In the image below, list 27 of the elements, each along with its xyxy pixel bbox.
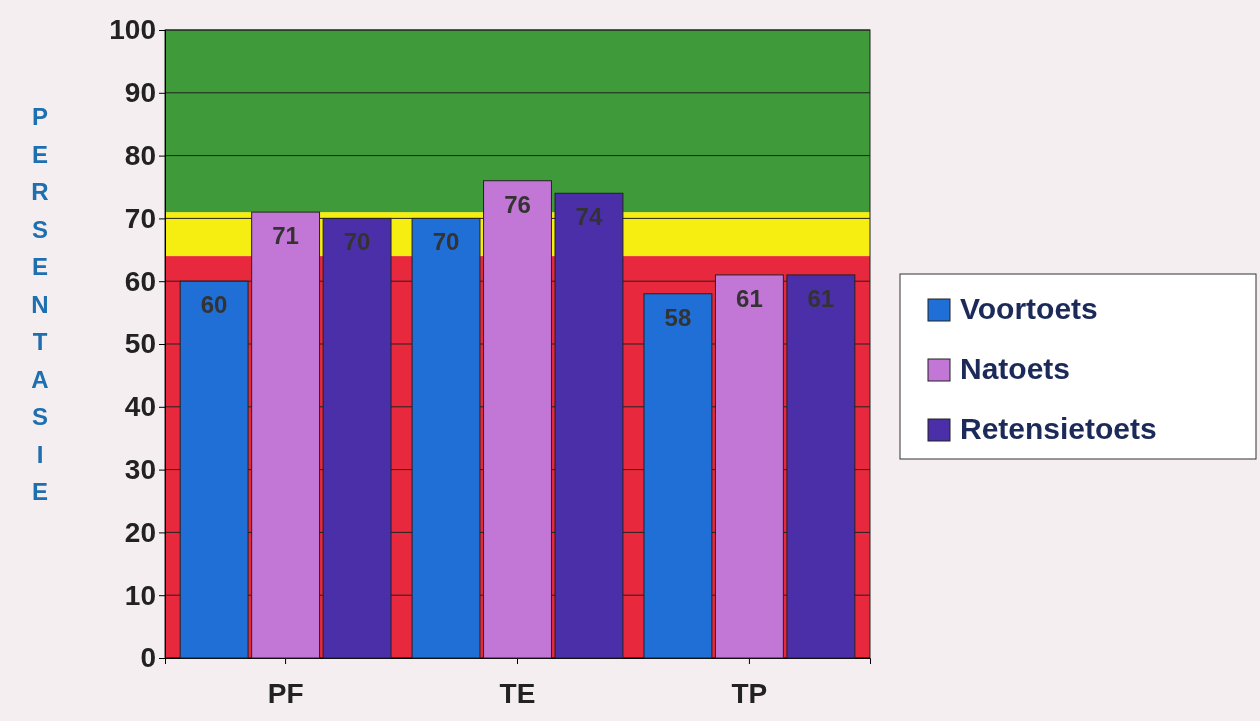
data-label: 71 [272, 222, 299, 250]
y-tick-label: 0 [140, 642, 156, 674]
data-label: 61 [736, 284, 763, 312]
y-tick-label: 90 [124, 77, 156, 109]
data-label: 74 [575, 203, 603, 231]
y-tick-label: 100 [109, 14, 156, 46]
data-label: 76 [504, 190, 531, 218]
x-tick-label: PF [267, 678, 304, 710]
y-tick-label: 70 [124, 202, 156, 234]
legend-label: Voortoets [960, 292, 1098, 325]
y-tick-label: 50 [124, 328, 156, 360]
x-tick-label: TE [499, 678, 536, 710]
y-tick-label: 40 [124, 391, 156, 423]
data-label: 70 [343, 228, 371, 256]
data-label: 61 [807, 284, 835, 312]
legend-label: Natoets [960, 352, 1071, 385]
text: PERSENTASIE [31, 103, 49, 505]
data-label: 58 [664, 303, 692, 331]
y-tick-label: 80 [124, 140, 156, 172]
data-label: 70 [432, 228, 460, 256]
legend-label: Retensietoets [960, 412, 1157, 445]
y-tick-label: 10 [124, 579, 156, 611]
y-tick-label: 30 [124, 454, 156, 486]
x-tick-label: TP [731, 678, 768, 710]
data-label: 60 [200, 291, 228, 319]
y-tick-label: 60 [124, 265, 156, 297]
y-tick-label: 20 [124, 516, 156, 548]
